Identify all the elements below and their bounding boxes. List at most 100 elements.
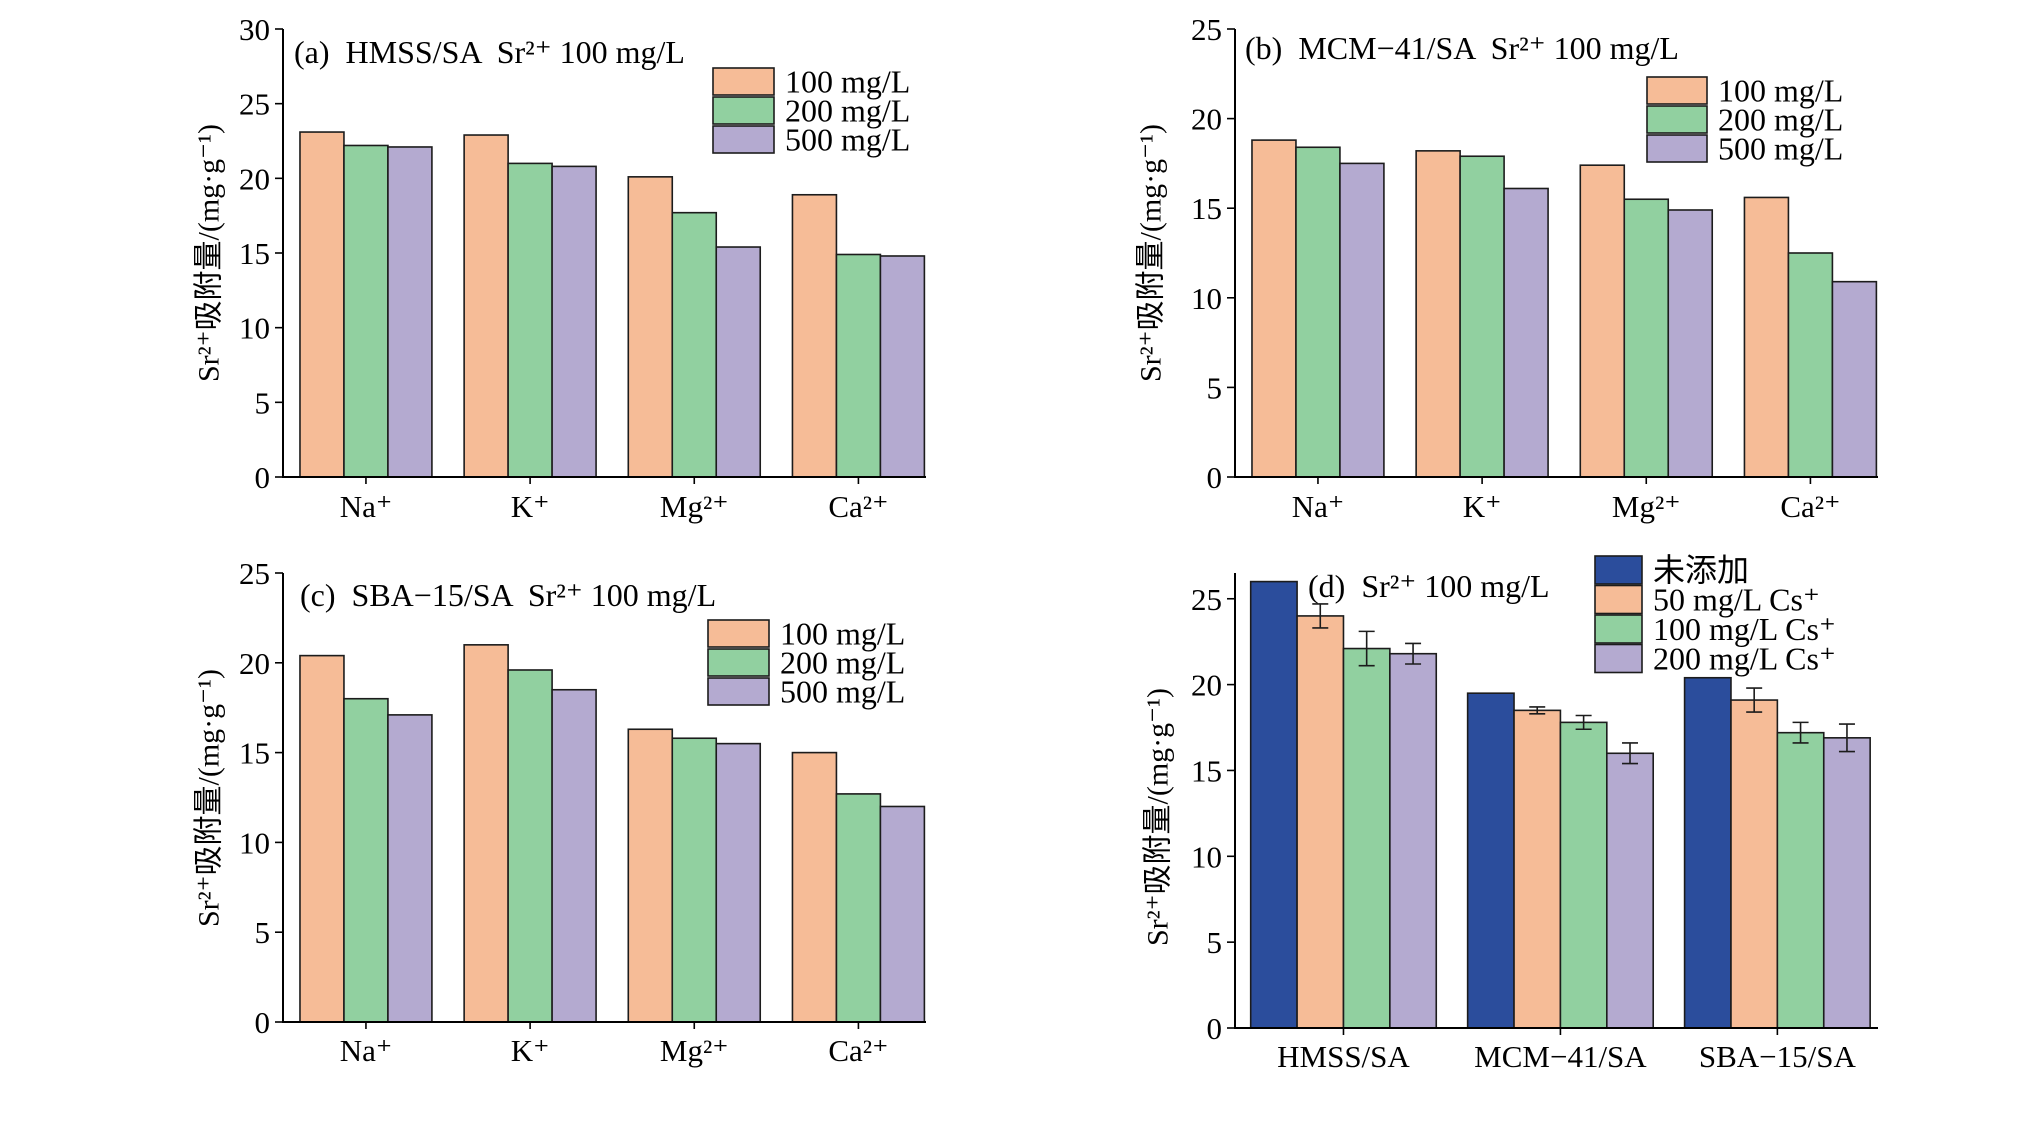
- legend-item: 100 mg/L Cs⁺: [1594, 611, 1836, 647]
- bars: [1249, 580, 1871, 1029]
- bar-ca-500-mg-l: [1831, 280, 1878, 478]
- bar-na-200-mg-l: [1295, 146, 1341, 478]
- y-axis-label: Sr²⁺吸附量/(mg·g⁻¹): [1135, 124, 1168, 382]
- y-tick-label: 20: [239, 161, 270, 196]
- y-axis-label: Sr²⁺吸附量/(mg·g⁻¹): [193, 669, 226, 927]
- error-bar: [1529, 706, 1546, 715]
- legend-item: 100 mg/L: [707, 616, 905, 652]
- panel-title: (d) Sr²⁺ 100 mg/L: [1308, 568, 1550, 604]
- chart-panel-3: Na⁺ K⁺ Mg²⁺ Ca²⁺ 0 5 10 15 20 25 Sr²⁺吸附量/(mg·g⁻¹) (…: [193, 556, 926, 1068]
- bar-hmss-sa-50-mg-l-cs: [1296, 615, 1345, 1029]
- legend-item: 200 mg/L Cs⁺: [1594, 641, 1836, 677]
- y-tick-label: 0: [255, 1005, 271, 1040]
- bar-ca-200-mg-l: [835, 253, 882, 478]
- bars: [1251, 139, 1878, 478]
- bar-ca-100-mg-l: [791, 193, 838, 478]
- legend-swatch: [712, 96, 775, 125]
- legend-swatch: [1646, 105, 1708, 134]
- panel-title: (c) SBA−15/SA Sr²⁺ 100 mg/L: [300, 577, 716, 613]
- x-tick-label: Ca²⁺: [1780, 489, 1840, 524]
- y-tick-label: 10: [239, 825, 270, 860]
- legend-item: 500 mg/L: [1646, 131, 1843, 167]
- bar-hmss-sa-series-0: [1249, 580, 1298, 1029]
- bars: [299, 644, 926, 1023]
- chart-panel-1: Na⁺ K⁺ Mg²⁺ Ca²⁺ 0 5 10 15 20 25 30 Sr²⁺吸附量/(mg·g⁻¹…: [193, 12, 926, 524]
- legend-label: 未添加: [1653, 552, 1749, 588]
- bar-hmss-sa-100-mg-l-cs: [1342, 647, 1391, 1029]
- error-bar: [1575, 714, 1592, 731]
- legend-item: 50 mg/L Cs⁺: [1594, 582, 1820, 618]
- x-tick-label: K⁺: [1463, 489, 1502, 524]
- y-tick-label: 0: [1207, 460, 1223, 495]
- bar-mg-100-mg-l: [627, 176, 674, 478]
- y-tick-label: 0: [255, 460, 271, 495]
- bar-mg-500-mg-l: [715, 742, 762, 1023]
- legend-label: 200 mg/L: [1718, 102, 1843, 138]
- bar-mg-500-mg-l: [1667, 209, 1714, 478]
- x-tick-label: K⁺: [511, 489, 550, 524]
- legend-swatch: [707, 677, 770, 706]
- bar-na-500-mg-l: [387, 714, 433, 1023]
- bar-mg-100-mg-l: [1579, 164, 1626, 478]
- bar-k-100-mg-l: [463, 134, 509, 478]
- bar-hmss-sa-200-mg-l-cs: [1389, 652, 1438, 1029]
- bar-ca-100-mg-l: [1743, 196, 1790, 478]
- bar-na-200-mg-l: [343, 697, 389, 1023]
- panel-title: (a) HMSS/SA Sr²⁺ 100 mg/L: [294, 34, 685, 70]
- chart-panel-2: Na⁺ K⁺ Mg²⁺ Ca²⁺ 0 5 10 15 20 25 Sr²⁺吸附量/(mg·g⁻¹) (…: [1135, 12, 1878, 524]
- bars: [299, 131, 926, 478]
- y-tick-label: 5: [255, 915, 271, 950]
- y-tick-label: 10: [1191, 281, 1222, 316]
- y-tick-label: 30: [239, 12, 270, 47]
- legend-label: 500 mg/L: [780, 674, 905, 710]
- bar-na-100-mg-l: [299, 654, 345, 1023]
- bar-ca-500-mg-l: [879, 255, 926, 478]
- legend-item: 500 mg/L: [712, 122, 910, 158]
- legend-swatch: [1646, 76, 1708, 105]
- bar-mcm-41-sa-50-mg-l-cs: [1513, 709, 1562, 1029]
- bar-mg-500-mg-l: [715, 246, 762, 478]
- error-bar: [1622, 742, 1639, 765]
- bar-mg-100-mg-l: [627, 728, 674, 1023]
- y-tick-label: 15: [1191, 191, 1222, 226]
- y-axis-label: Sr²⁺吸附量/(mg·g⁻¹): [193, 124, 226, 382]
- y-axis-label: Sr²⁺吸附量/(mg·g⁻¹): [1142, 688, 1175, 946]
- y-tick-label: 25: [1191, 12, 1222, 47]
- bar-ca-100-mg-l: [791, 751, 838, 1023]
- error-bar: [1312, 603, 1329, 629]
- bar-ca-200-mg-l: [1787, 252, 1834, 478]
- x-tick-label: HMSS/SA: [1277, 1039, 1410, 1074]
- y-tick-label: 15: [239, 736, 270, 771]
- y-tick-label: 0: [1207, 1011, 1223, 1046]
- y-tick-label: 10: [1191, 839, 1222, 874]
- y-tick-label: 15: [239, 236, 270, 271]
- bar-na-500-mg-l: [387, 146, 433, 478]
- bar-na-100-mg-l: [299, 131, 345, 478]
- legend-label: 200 mg/L Cs⁺: [1653, 641, 1836, 677]
- x-tick-label: Na⁺: [1292, 489, 1345, 524]
- legend-swatch: [1594, 584, 1643, 615]
- legend-label: 500 mg/L: [1718, 131, 1843, 167]
- x-tick-label: Na⁺: [340, 1033, 393, 1068]
- y-tick-label: 20: [1191, 102, 1222, 137]
- bar-sba-15-sa-series-0: [1683, 676, 1732, 1029]
- legend-swatch: [1594, 643, 1643, 674]
- y-tick-label: 25: [239, 87, 270, 122]
- x-tick-label: SBA−15/SA: [1699, 1039, 1857, 1074]
- bar-k-100-mg-l: [1415, 150, 1461, 478]
- legend-swatch: [707, 648, 770, 677]
- legend-label: 100 mg/L: [780, 616, 905, 652]
- bar-ca-200-mg-l: [835, 793, 882, 1023]
- error-bar: [1405, 642, 1422, 665]
- bar-mg-200-mg-l: [671, 211, 718, 478]
- y-tick-label: 5: [255, 385, 271, 420]
- bar-k-200-mg-l: [1459, 155, 1505, 478]
- y-tick-label: 5: [1207, 925, 1223, 960]
- chart-panel-4: HMSS/SA MCM−41/SA SBA−15/SA 0 5 10 15 20 25 Sr²⁺吸…: [1142, 552, 1878, 1074]
- legend-label: 500 mg/L: [785, 122, 910, 158]
